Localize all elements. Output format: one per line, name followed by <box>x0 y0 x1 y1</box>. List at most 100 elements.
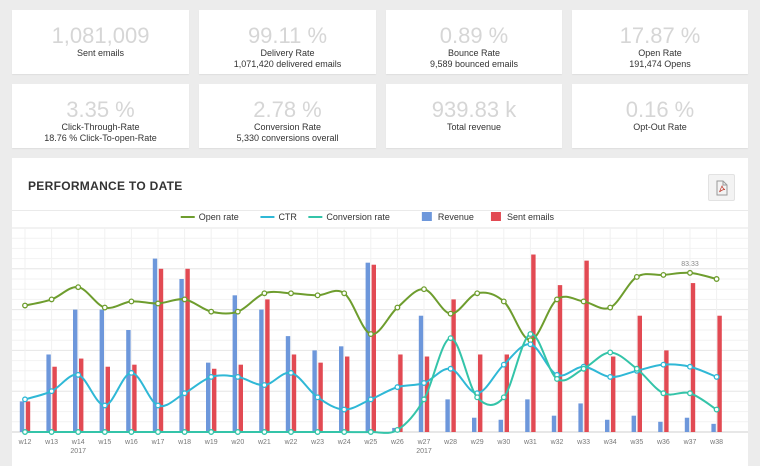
x-tick-label: w27 <box>417 439 431 446</box>
point-open-rate <box>660 271 667 278</box>
bar-sent-emails <box>557 285 563 432</box>
point-conversion-rate <box>75 429 82 435</box>
bar-revenue <box>232 295 237 432</box>
data-label: 83.33 <box>681 261 699 268</box>
point-open-rate <box>75 284 82 291</box>
x-tick-label: w33 <box>576 439 590 446</box>
point-ctr <box>101 402 108 409</box>
point-ctr <box>22 396 28 403</box>
bar-revenue <box>684 417 690 432</box>
point-open-rate <box>500 298 507 305</box>
bar-sent-emails <box>451 299 456 432</box>
bar-sent-emails <box>717 315 722 432</box>
bar-revenue <box>498 419 503 432</box>
point-conversion-rate <box>554 376 560 382</box>
bar-revenue <box>365 262 370 432</box>
x-tick-label: w13 <box>44 439 58 446</box>
pdf-file-icon <box>716 180 728 196</box>
x-tick-label: w17 <box>151 439 165 446</box>
bar-sent-emails <box>158 268 164 432</box>
point-open-rate <box>314 292 321 299</box>
point-ctr <box>234 373 241 380</box>
point-open-rate <box>48 296 55 303</box>
bar-revenue <box>605 419 610 432</box>
x-tick-label: w37 <box>683 439 697 446</box>
bar-sent-emails <box>531 254 536 432</box>
point-conversion-rate <box>128 429 135 435</box>
kpi-value: 939.83 k <box>431 97 517 122</box>
bar-revenue <box>711 423 716 432</box>
kpi-click-through-rate: 3.35 % Click-Through-Rate 18.76 % Click-… <box>12 84 189 148</box>
point-ctr <box>181 390 188 397</box>
bar-revenue <box>418 315 424 432</box>
point-open-rate <box>447 310 454 317</box>
point-ctr <box>288 369 294 376</box>
bar-sent-emails <box>132 364 137 432</box>
point-ctr <box>48 388 55 395</box>
point-open-rate <box>208 308 215 315</box>
point-ctr <box>314 394 321 401</box>
bar-revenue <box>392 427 397 432</box>
point-ctr <box>75 371 82 378</box>
point-conversion-rate <box>48 429 55 435</box>
bar-revenue <box>99 309 104 432</box>
kpi-label: Sent emails <box>76 48 125 58</box>
bar-revenue <box>631 415 636 432</box>
kpi-open-rate: 17.87 % Open Rate 191,474 Opens <box>572 10 748 74</box>
bar-sent-emails <box>265 299 270 432</box>
point-open-rate <box>155 300 161 307</box>
point-ctr <box>261 382 268 389</box>
point-open-rate <box>394 304 401 311</box>
kpi-sub: 191,474 Opens <box>629 59 691 69</box>
kpi-value: 1,081,009 <box>51 23 150 48</box>
x-tick-label: w36 <box>656 439 670 446</box>
x-tick-label: w21 <box>257 439 271 446</box>
point-open-rate <box>367 331 374 338</box>
legend-item: Open rate <box>199 212 239 222</box>
point-conversion-rate <box>261 429 268 435</box>
kpi-delivery-rate: 99.11 % Delivery Rate 1,071,420 delivere… <box>199 10 376 74</box>
bar-sent-emails <box>398 354 403 432</box>
bar-revenue <box>73 309 78 432</box>
x-tick-label: w15 <box>97 439 111 446</box>
bar-revenue <box>551 415 557 432</box>
bar-revenue <box>525 399 530 432</box>
point-open-rate <box>288 290 294 297</box>
kpi-opt-out-rate: 0.16 % Opt-Out Rate <box>572 84 748 148</box>
bar-revenue <box>259 309 264 432</box>
legend-item: Sent emails <box>507 212 555 222</box>
point-ctr <box>394 384 401 391</box>
kpi-value: 17.87 % <box>619 23 701 48</box>
x-tick-label: w34 <box>603 439 617 446</box>
legend-item: Revenue <box>438 212 474 222</box>
point-ctr <box>500 361 507 368</box>
point-conversion-rate <box>208 429 215 435</box>
legend-swatch <box>490 212 501 221</box>
bar-revenue <box>312 350 317 432</box>
kpi-value: 0.89 % <box>439 23 509 48</box>
x-tick-label: w35 <box>629 439 643 446</box>
kpi-label: Conversion Rate <box>253 122 322 132</box>
kpi-label: Bounce Rate <box>447 48 501 58</box>
x-tick-label: w23 <box>310 439 324 446</box>
point-open-rate <box>234 308 241 315</box>
point-open-rate <box>580 298 587 305</box>
bar-sent-emails <box>611 356 616 432</box>
kpi-label: Open Rate <box>638 48 682 58</box>
x-tick-label: w12 <box>18 439 32 446</box>
point-ctr <box>660 361 667 368</box>
point-ctr <box>421 380 427 386</box>
point-conversion-rate <box>22 429 28 435</box>
point-ctr <box>527 341 534 348</box>
point-conversion-rate <box>607 349 614 356</box>
point-conversion-rate <box>394 427 401 433</box>
point-conversion-rate <box>288 429 294 435</box>
x-tick-label: w30 <box>496 439 510 446</box>
export-pdf-button[interactable] <box>708 174 735 201</box>
legend-swatch <box>421 212 432 221</box>
kpi-value: 2.78 % <box>253 97 322 122</box>
x-tick-year: 2017 <box>416 448 432 455</box>
bar-sent-emails <box>318 362 323 432</box>
kpi-value: 0.16 % <box>625 97 695 122</box>
point-ctr <box>367 396 374 403</box>
